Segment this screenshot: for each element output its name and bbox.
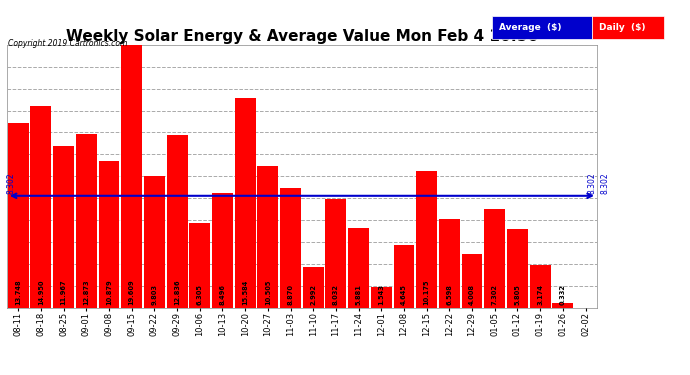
Text: 12.873: 12.873	[83, 280, 89, 306]
Text: 10.879: 10.879	[106, 280, 112, 306]
Text: Copyright 2019 Cartronics.com: Copyright 2019 Cartronics.com	[8, 39, 128, 48]
Bar	[167, 135, 188, 308]
Text: 1.543: 1.543	[378, 285, 384, 306]
Bar	[462, 254, 482, 308]
Text: 7.302: 7.302	[492, 285, 497, 306]
Text: 4.008: 4.008	[469, 285, 475, 306]
Bar	[76, 134, 97, 308]
Text: 4.645: 4.645	[401, 285, 407, 306]
Text: 13.748: 13.748	[15, 280, 21, 306]
Text: 5.881: 5.881	[355, 285, 362, 306]
Bar	[99, 161, 119, 308]
Text: 12.836: 12.836	[174, 280, 180, 306]
Text: 8.302: 8.302	[600, 172, 609, 194]
Bar	[303, 267, 324, 308]
Text: 15.584: 15.584	[242, 280, 248, 306]
Bar	[144, 176, 165, 308]
Text: 0.332: 0.332	[560, 285, 566, 306]
Bar	[416, 171, 437, 308]
Text: 8.302: 8.302	[7, 173, 16, 195]
Text: 8.032: 8.032	[333, 285, 339, 306]
Bar	[326, 200, 346, 308]
Text: 2.992: 2.992	[310, 285, 316, 306]
Bar	[439, 219, 460, 308]
Text: 11.967: 11.967	[61, 280, 67, 306]
Bar	[121, 44, 142, 308]
Text: 5.805: 5.805	[515, 285, 520, 306]
Bar	[553, 303, 573, 307]
Text: Daily  ($): Daily ($)	[599, 23, 645, 32]
Bar	[30, 106, 51, 308]
Bar	[257, 166, 278, 308]
Text: 6.305: 6.305	[197, 285, 203, 306]
Text: 8.496: 8.496	[219, 285, 226, 306]
Bar	[280, 188, 301, 308]
Bar	[8, 123, 29, 308]
Bar	[348, 228, 369, 308]
Title: Weekly Solar Energy & Average Value Mon Feb 4 16:56: Weekly Solar Energy & Average Value Mon …	[66, 29, 538, 44]
Bar	[484, 209, 505, 308]
Bar	[235, 98, 255, 308]
Text: 8.302: 8.302	[588, 173, 597, 195]
Bar	[212, 193, 233, 308]
Text: 9.803: 9.803	[151, 285, 157, 306]
FancyBboxPatch shape	[492, 16, 592, 39]
Text: 8.870: 8.870	[288, 285, 293, 306]
Text: 19.609: 19.609	[129, 280, 135, 306]
Bar	[530, 265, 551, 308]
Bar	[53, 147, 74, 308]
Text: Average  ($): Average ($)	[499, 23, 562, 32]
Text: 6.598: 6.598	[446, 285, 453, 306]
Bar	[393, 245, 415, 308]
Bar	[507, 230, 528, 308]
Text: 3.174: 3.174	[537, 285, 543, 306]
Text: 10.175: 10.175	[424, 280, 430, 306]
FancyBboxPatch shape	[592, 16, 664, 39]
Text: 14.950: 14.950	[38, 280, 44, 306]
Text: 10.505: 10.505	[265, 280, 271, 306]
Bar	[189, 223, 210, 308]
Bar	[371, 287, 392, 308]
